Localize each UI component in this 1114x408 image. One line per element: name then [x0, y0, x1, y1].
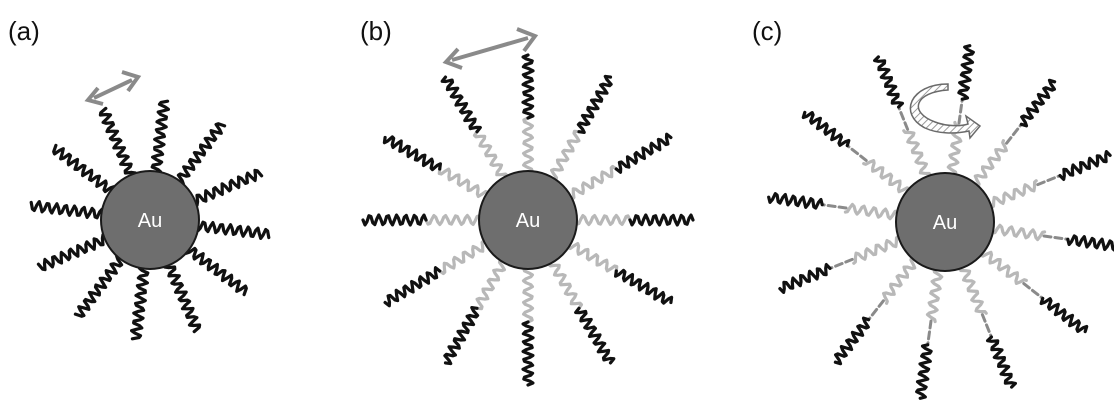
panel-c-label: (c) [752, 16, 782, 46]
ligand-outer-segment [833, 316, 871, 366]
panel-a: (a) Au [8, 16, 271, 341]
panel-b-ligand-chains [361, 53, 695, 387]
ligand-linker [926, 319, 933, 347]
panel-a-core-label: Au [138, 210, 162, 232]
ligand-outer-segment [521, 53, 535, 120]
ligand-inner-segment [925, 266, 944, 324]
ligand-inner-segment [424, 213, 483, 227]
ligand-inner-segment [475, 258, 507, 311]
panel-c: (c) Au [752, 16, 1114, 400]
ligand-outer-segment [382, 135, 442, 172]
ligand-outer-segment [767, 192, 824, 210]
panel-c-gold-core [895, 172, 995, 272]
ligand-outer-segment [614, 132, 673, 174]
ligand-inner-segment [852, 235, 903, 265]
ligand-chain [150, 99, 170, 175]
ligand-linker [897, 105, 910, 131]
ligand-chain [184, 246, 248, 297]
ligand-inner-segment [862, 159, 911, 195]
ligand-chain [52, 143, 116, 194]
ligand-chain [176, 122, 227, 186]
ligand-linker [820, 203, 848, 210]
ligand-inner-segment [437, 167, 490, 199]
ligand-outer-segment [574, 306, 616, 365]
ligand-inner-segment [438, 239, 489, 276]
panel-a-gold-core [100, 170, 200, 270]
ligand-outer-segment [986, 335, 1017, 389]
ligand-outer-segment [873, 55, 904, 109]
ligand-inner-segment [882, 256, 918, 305]
ligand-outer-segment [1019, 78, 1057, 128]
ligand-outer-segment [614, 268, 674, 305]
ligand-outer-segment [957, 44, 975, 101]
ligand-chain [191, 168, 264, 207]
ligand-inner-segment [902, 129, 932, 180]
ligand-linker [828, 257, 854, 270]
ligand-outer-segment [1066, 234, 1114, 252]
ligand-outer-segment [521, 320, 535, 387]
ligand-outer-segment [915, 343, 933, 400]
ligand-outer-segment [1058, 150, 1112, 181]
panel-c-core-label: Au [933, 212, 957, 234]
ligand-outer-segment [576, 74, 613, 134]
panel-c-rotation-arrow [909, 83, 982, 140]
ligand-outer-segment [383, 266, 442, 308]
panel-b-translation-arrow [442, 27, 539, 70]
ligand-inner-segment [989, 223, 1047, 242]
ligand-outer-segment [628, 213, 695, 227]
panel-a-label: (a) [8, 16, 40, 46]
ligand-inner-segment [566, 241, 619, 273]
ligand-chain [29, 200, 105, 220]
ligand-inner-segment [549, 129, 581, 182]
ligand-inner-segment [958, 264, 988, 315]
ligand-linker [1042, 234, 1070, 241]
ligand-outer-segment [443, 306, 480, 366]
panel-b-core-label: Au [516, 210, 540, 232]
ligand-inner-segment [573, 213, 632, 227]
ligand-linker [1022, 282, 1045, 300]
panel-a-translation-arrow [84, 70, 142, 106]
ligand-inner-segment [472, 130, 509, 181]
ligand-chain [163, 261, 202, 334]
ligand-linker [980, 313, 993, 339]
ligand-inner-segment [521, 116, 535, 175]
ligand-linker [1036, 174, 1062, 187]
panel-b-gold-core [478, 170, 578, 270]
ligand-linker [845, 144, 868, 162]
ligand-inner-segment [972, 139, 1008, 188]
ligand-linker [957, 97, 964, 125]
ligand-inner-segment [987, 179, 1038, 209]
panel-b: (b) Au [360, 16, 695, 387]
ligand-inner-segment [521, 265, 535, 324]
ligand-chain [98, 106, 137, 179]
ligand-outer-segment [1039, 296, 1089, 334]
ligand-linker [867, 299, 885, 322]
ligand-inner-segment [567, 164, 618, 201]
ligand-inner-segment [843, 202, 901, 221]
ligand-inner-segment [979, 249, 1028, 285]
ligand-outer-segment [440, 75, 482, 134]
ligand-inner-segment [547, 259, 584, 310]
ligand-chain [130, 265, 150, 341]
ligand-outer-segment [801, 110, 851, 148]
ligand-chain [195, 220, 271, 240]
panel-c-ligand-chains [767, 44, 1114, 400]
ligand-outer-segment [778, 263, 832, 294]
ligand-chain [36, 233, 109, 272]
ligand-outer-segment [361, 213, 428, 227]
panel-a-ligand-chains [29, 99, 271, 341]
ligand-chain [73, 254, 124, 318]
ligand-linker [1005, 122, 1023, 145]
panel-b-label: (b) [360, 16, 392, 46]
